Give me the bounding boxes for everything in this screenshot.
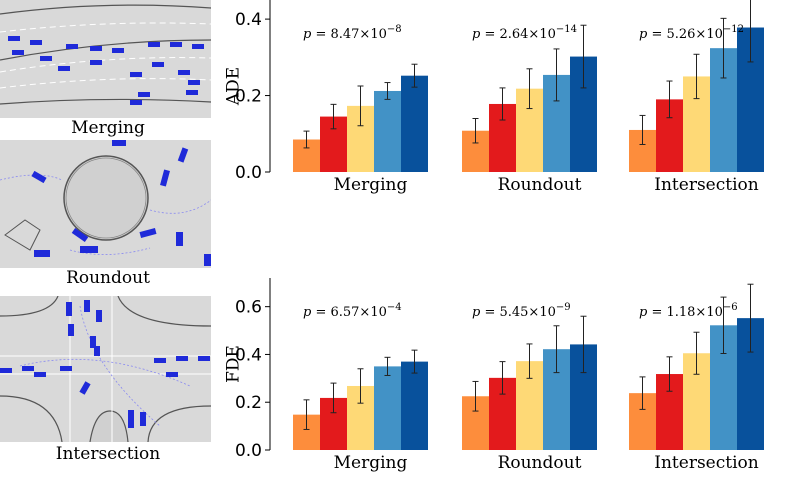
y-tick-label: 0.2 bbox=[235, 87, 262, 107]
bar bbox=[401, 75, 428, 172]
intersection-scene-label: Intersection bbox=[55, 444, 161, 464]
y-tick-label: 0.0 bbox=[235, 163, 262, 183]
bar bbox=[374, 90, 401, 172]
category-label: Roundout bbox=[498, 175, 582, 195]
y-axis-label: FDE bbox=[224, 345, 244, 383]
y-tick-label: 0.4 bbox=[235, 345, 262, 365]
y-axis-label: ADE bbox=[224, 67, 244, 106]
p-value-label: p = 8.47×10−8 bbox=[303, 24, 402, 42]
merging-scene-label: Merging bbox=[71, 118, 145, 138]
roundout-scene-image bbox=[0, 140, 211, 268]
bar bbox=[401, 361, 428, 450]
category-label: Intersection bbox=[654, 453, 758, 473]
roundout-scene-label: Roundout bbox=[66, 268, 150, 288]
merging-scene-image bbox=[0, 0, 211, 118]
y-tick-label: 0.6 bbox=[235, 298, 262, 318]
category-label: Merging bbox=[334, 453, 408, 473]
y-tick-label: 0.0 bbox=[235, 441, 262, 461]
y-tick-label: 0.4 bbox=[235, 10, 262, 30]
intersection-scene-image bbox=[0, 296, 211, 442]
category-label: Merging bbox=[334, 175, 408, 195]
bar bbox=[374, 366, 401, 450]
y-tick-label: 0.2 bbox=[235, 393, 262, 413]
p-value-label: p = 2.64×10−14 bbox=[472, 24, 577, 42]
p-value-label: p = 5.45×10−9 bbox=[472, 302, 571, 320]
category-label: Roundout bbox=[498, 453, 582, 473]
category-label: Intersection bbox=[654, 175, 758, 195]
p-value-label: p = 6.57×10−4 bbox=[303, 302, 402, 320]
p-value-label: p = 1.18×10−6 bbox=[639, 302, 738, 320]
p-value-label: p = 5.26×10−12 bbox=[639, 24, 744, 42]
